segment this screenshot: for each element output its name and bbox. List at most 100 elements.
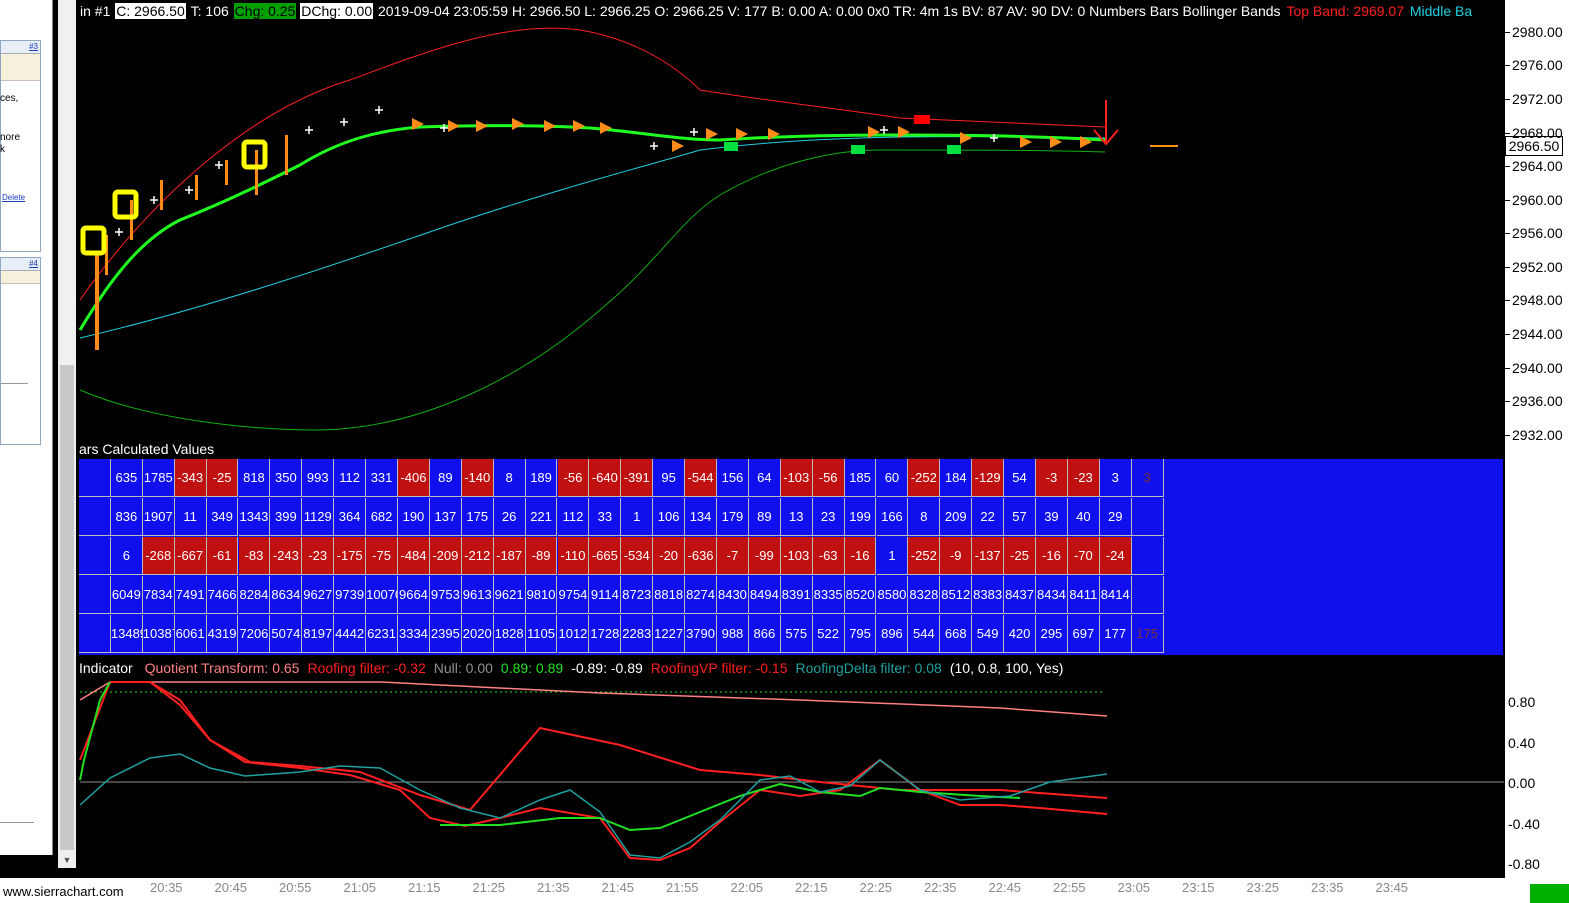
numbers-bar-cell: 1129 <box>302 498 335 536</box>
numbers-bar-cell: 635 <box>110 459 143 497</box>
numbers-bar-cell: 2395 <box>429 615 462 653</box>
time-axis-label: 22:25 <box>859 880 893 895</box>
panel-band <box>1 271 40 284</box>
numbers-bar-cell: 1343 <box>238 498 271 536</box>
numbers-bar-cell: 221 <box>525 498 558 536</box>
down-arrow-icon <box>1093 100 1119 146</box>
numbers-bar-cell: -268 <box>142 537 175 575</box>
numbers-bar-cell: 11 <box>174 498 207 536</box>
numbers-bar-cell: 9627 <box>302 576 335 614</box>
oscillator-axis-label: -0.40 <box>1508 816 1540 832</box>
numbers-bar-cell: 8434 <box>1036 576 1068 614</box>
oscillator-axis-label: -0.80 <box>1508 856 1540 872</box>
price-axis-tick <box>1505 200 1510 201</box>
numbers-bar-cell: 349 <box>206 498 239 536</box>
price-axis-tick <box>1505 233 1510 234</box>
numbers-bar-cell: 549 <box>972 615 1005 653</box>
time-axis-label: 21:35 <box>537 880 570 895</box>
price-axis-label: 2936.00 <box>1512 393 1563 409</box>
price-axis-label: 2944.00 <box>1512 326 1563 342</box>
numbers-bar-cell: 993 <box>302 459 335 497</box>
numbers-bar-cell: 190 <box>398 498 430 536</box>
numbers-bar-cell: 13489 <box>110 615 143 653</box>
panel-band <box>1 54 40 81</box>
numbers-bar-cell: 896 <box>876 615 909 653</box>
numbers-bar-cell: 350 <box>270 459 303 497</box>
price-axis-tick <box>1505 133 1510 134</box>
scrollbar-thumb[interactable] <box>60 365 74 850</box>
dchange-value: DChg: 0.00 <box>300 3 374 19</box>
numbers-bar-cell: 3 <box>1131 459 1164 497</box>
subgraph-title: ars Calculated Values <box>79 441 215 457</box>
panel-link-4[interactable]: #4 <box>1 258 40 271</box>
panel-text: k <box>0 144 5 155</box>
numbers-bar-cell: -406 <box>398 459 430 497</box>
trades-value: T: 106 <box>190 3 229 19</box>
numbers-bar-cell: 57 <box>1004 498 1036 536</box>
time-axis-label: 23:25 <box>1246 880 1280 895</box>
numbers-bar-cell: 1828 <box>493 615 526 653</box>
numbers-bar-cell: 22 <box>972 498 1005 536</box>
chart-area[interactable] <box>79 0 1504 878</box>
numbers-bar-cell: 89 <box>429 459 462 497</box>
numbers-bar-cell: -252 <box>908 459 941 497</box>
numbers-bar-cell: 9753 <box>429 576 462 614</box>
time-axis-label: 23:35 <box>1311 880 1344 895</box>
numbers-bar-cell: -187 <box>493 537 526 575</box>
numbers-bar-cell: -212 <box>461 537 494 575</box>
panel-link-3[interactable]: #3 <box>1 41 40 54</box>
numbers-bar-cell <box>1131 576 1164 614</box>
numbers-bar-cell: 682 <box>366 498 398 536</box>
numbers-bar-cell: 1105 <box>525 615 558 653</box>
price-axis-label: 2976.00 <box>1512 57 1563 73</box>
chart-prefix: in #1 <box>80 3 111 19</box>
scroll-down-arrow-icon[interactable]: ▼ <box>62 855 72 865</box>
numbers-bar-cell: 199 <box>844 498 877 536</box>
numbers-bar-cell: -103 <box>780 459 813 497</box>
numbers-bar-cell: 40 <box>1067 498 1100 536</box>
numbers-bar-cell: 8335 <box>812 576 845 614</box>
bollinger-middle-band <box>79 136 1106 339</box>
numbers-bar-cell: 7491 <box>174 576 207 614</box>
delete-link[interactable]: Delete <box>2 193 26 202</box>
numbers-bar-cell <box>79 615 111 653</box>
numbers-bar-cell: -16 <box>844 537 877 575</box>
time-axis[interactable] <box>0 878 1569 903</box>
numbers-bar-cell: -544 <box>685 459 717 497</box>
time-axis-label: 23:45 <box>1375 880 1409 895</box>
numbers-bar-cell: -140 <box>461 459 494 497</box>
numbers-bar-cell: -25 <box>1004 537 1036 575</box>
numbers-bar-cell: 8 <box>493 459 526 497</box>
numbers-bar-cell: 179 <box>717 498 749 536</box>
time-axis-label: 20:45 <box>214 880 248 895</box>
numbers-bar-cell: 3334 <box>398 615 430 653</box>
chart-info-bar: in #1 C: 2966.50 T: 106 Chg: 0.25 DChg: … <box>79 2 1473 20</box>
oscillator-axis-label: 0.40 <box>1508 735 1536 751</box>
numbers-bar-cell: 1 <box>876 537 909 575</box>
numbers-bar-cell: -20 <box>653 537 686 575</box>
numbers-bar-cell: 8328 <box>908 576 941 614</box>
price-axis-tick <box>1505 267 1510 268</box>
numbers-bar-cell: 39 <box>1036 498 1068 536</box>
bar-markers <box>115 106 998 236</box>
numbers-bar-cell: 818 <box>238 459 271 497</box>
osc-legend-item: -0.89: -0.89 <box>571 660 643 676</box>
numbers-bar-cell: 988 <box>717 615 749 653</box>
numbers-bar-cell: 1907 <box>142 498 175 536</box>
numbers-bar-cell: -665 <box>589 537 622 575</box>
numbers-bar-cell: 26 <box>493 498 526 536</box>
oscillator-axis-label: 0.00 <box>1508 775 1536 791</box>
numbers-bar-cell: 177 <box>1099 615 1132 653</box>
numbers-bar-cell: 184 <box>940 459 973 497</box>
osc-legend-item: 0.89: 0.89 <box>500 660 564 676</box>
price-axis-label: 2952.00 <box>1512 259 1563 275</box>
numbers-bar-cell: 7206 <box>238 615 271 653</box>
numbers-bar-cell: 2283 <box>621 615 654 653</box>
numbers-bar-cell: 134 <box>685 498 717 536</box>
numbers-bar-cell: 7834 <box>142 576 175 614</box>
numbers-bar-cell: -3 <box>1036 459 1068 497</box>
price-axis-label: 2980.00 <box>1512 24 1563 40</box>
numbers-bar-cell: 89 <box>748 498 781 536</box>
numbers-bar-cell: 189 <box>525 459 558 497</box>
